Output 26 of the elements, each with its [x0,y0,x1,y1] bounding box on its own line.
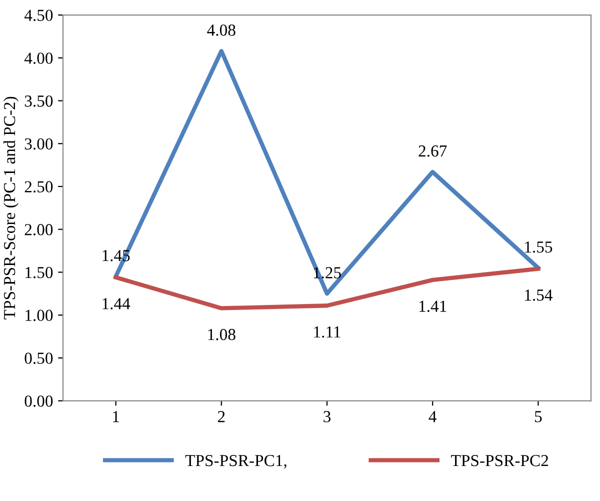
data-label: 4.08 [207,24,236,36]
y-axis-title: TPS-PSR-Score (PC-1 and PC-2) [3,96,19,320]
x-tick-label: 3 [324,411,331,422]
y-tick-label: 4.00 [24,52,53,64]
y-tick-label: 1.50 [26,266,53,278]
y-tick-label: 3.00 [24,138,53,150]
y-tick-label: 2.00 [24,224,53,236]
data-label: 1.54 [525,290,553,301]
data-label: 2.67 [418,145,447,157]
y-tick-label: 3.50 [24,95,53,107]
data-label: 1.41 [419,300,446,312]
data-label: 1.44 [102,298,130,310]
y-tick-label: 2.50 [24,181,53,193]
legend-label: TPS-PSR-PC1, [185,455,286,469]
y-tick-label: 0.50 [24,352,53,364]
data-label: 1.11 [314,326,340,338]
x-tick-label: 2 [218,411,225,422]
y-tick-label: 0.00 [24,396,53,407]
y-tick-label: 1.00 [26,310,53,322]
data-label: 1.08 [208,328,236,340]
x-tick-label: 4 [428,411,437,422]
data-label: 1.55 [525,241,552,253]
y-tick-label: 4.50 [24,10,53,22]
x-tick-label: 1 [113,411,119,422]
x-tick-label: 5 [535,411,542,422]
legend-label: TPS-PSR-PC2 [451,455,548,466]
